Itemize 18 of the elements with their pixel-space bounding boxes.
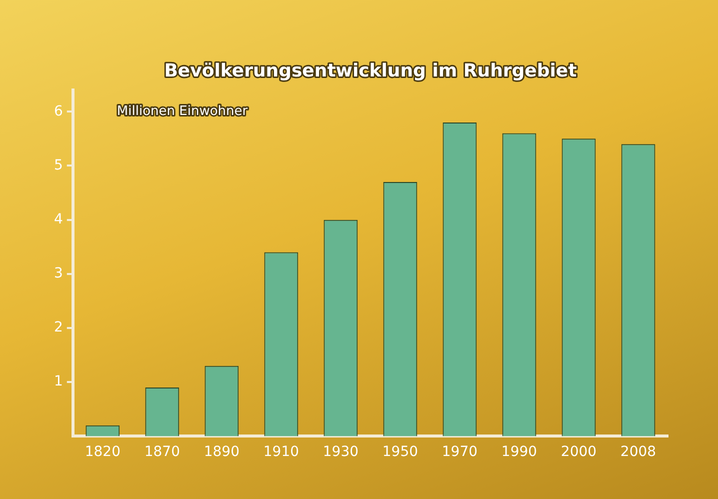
y-tick-label: 4 (54, 211, 63, 228)
x-tick-label: 1870 (144, 444, 180, 460)
y-tick-label: 5 (54, 157, 63, 174)
x-tick-label: 1970 (442, 444, 478, 460)
x-tick-label: 1820 (84, 444, 120, 460)
x-tick-label: 1950 (382, 444, 418, 460)
x-tick-label: 2008 (620, 444, 656, 460)
y-tick-label: 2 (54, 320, 63, 336)
x-tick-label: 1930 (322, 444, 359, 460)
x-tick-label: 1890 (204, 444, 240, 460)
x-tick-label: 1990 (501, 444, 538, 460)
y-axis-title: Millionen Einwohner (116, 104, 248, 120)
chart-title: Bevölkerungsentwicklung im Ruhrgebiet (164, 60, 578, 82)
y-tick-label: 6 (54, 103, 63, 120)
y-tick-label: 3 (54, 266, 63, 282)
x-tick-label: 2000 (560, 444, 597, 460)
x-tick-label: 1910 (263, 444, 300, 460)
y-tick-label: 1 (54, 374, 63, 390)
